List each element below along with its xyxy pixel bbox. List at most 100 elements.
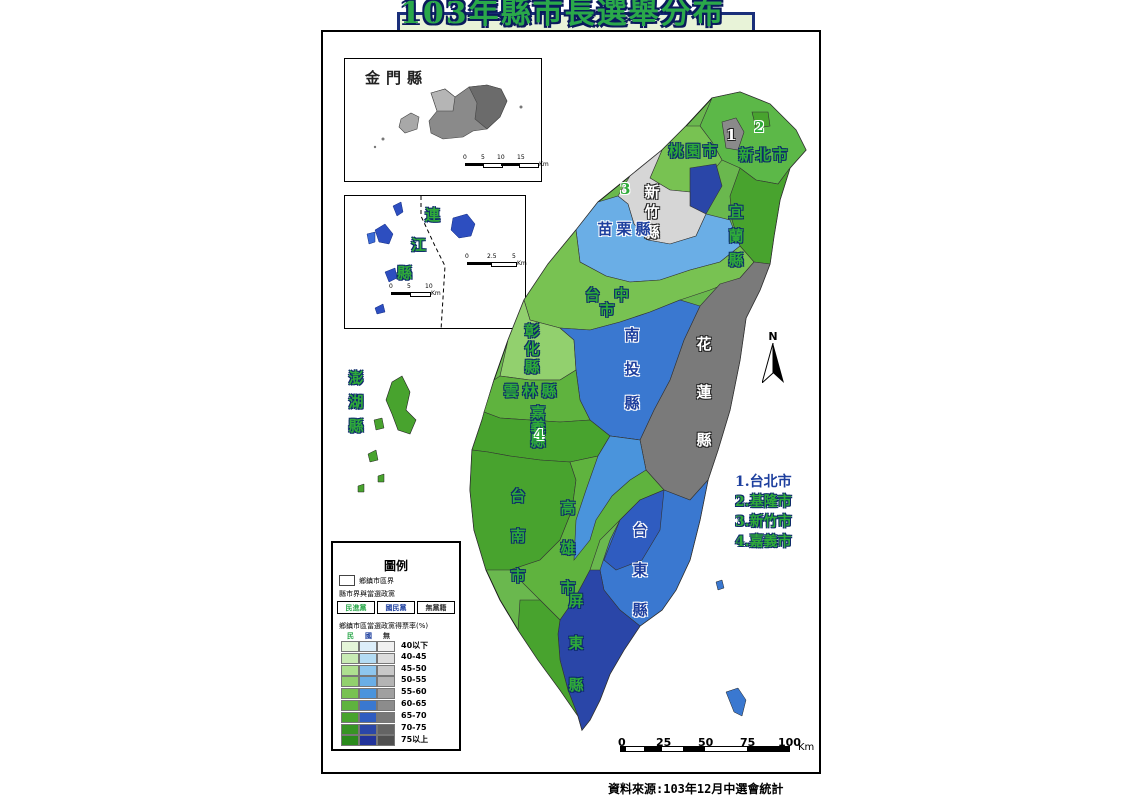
region-taitung-north (603, 489, 665, 571)
legend-swatch-gray-7 (377, 723, 395, 735)
label-hualien: 花蓮縣 (696, 335, 712, 449)
party-label: 縣市界與當選政黨 (339, 590, 395, 598)
region-taipei (721, 117, 745, 151)
label-taipei-number: 1 (726, 126, 737, 144)
label-new-taipei: 新北市 (734, 148, 794, 178)
lienchiang-scale-bottom-unit: Km (431, 290, 441, 297)
scale-0: 0 (618, 736, 626, 749)
kinmen-label: 金門縣 (365, 69, 429, 87)
label-pingtung: 屏東縣 (568, 592, 584, 694)
label-new-taipei-text: 新北市 (738, 146, 790, 164)
green-island (715, 579, 725, 591)
label-chiayi: 嘉義縣 (530, 404, 546, 450)
numbered-city-list: 1.台北市 2.基隆市 3.新竹市 4.嘉義市 (735, 472, 792, 552)
main-scalebar: 0 25 50 75 100 Km (618, 736, 820, 758)
legend-swatch-blue-2 (359, 664, 377, 676)
legend-swatch-gray-4 (377, 688, 395, 700)
legend-swatch-blue-5 (359, 700, 377, 711)
lienchiang-scale-bottom-10: 10 (425, 283, 433, 290)
kinmen-scale-unit: Km (539, 161, 549, 168)
legend-range-2: 45-50 (401, 663, 427, 673)
data-source: 資料來源:103年12月中選會統計 (608, 782, 784, 796)
label-chiayi-city-number: 4 (534, 426, 545, 444)
kinmen-scale-0: 0 (463, 154, 467, 161)
legend-swatch-blue-8 (359, 735, 377, 747)
lienchiang-label-2: 江 (411, 236, 427, 254)
scale-25: 25 (656, 736, 672, 749)
legend-swatch-gray-8 (377, 735, 395, 747)
lienchiang-scale-bottom-0: 0 (389, 283, 393, 290)
scale-75: 75 (740, 736, 756, 749)
orchid-island (725, 687, 747, 717)
legend-swatch-gray-0 (377, 641, 395, 652)
lienchiang-label-1: 連 (425, 206, 441, 224)
boundary-swatch (339, 575, 355, 586)
north-arrow-icon (761, 342, 784, 385)
legend-range-7: 70-75 (401, 722, 427, 732)
legend-range-5: 60-65 (401, 699, 427, 708)
rate-label: 鄉鎮市區當選政黨得票率(%) (339, 622, 429, 630)
legend-swatch-blue-0 (359, 641, 377, 652)
party-dpp: 民進黨 (337, 601, 375, 614)
region-pingtung-west (517, 599, 579, 717)
lienchiang-scale-top-5: 5 (512, 253, 516, 260)
main-scalebar-graphic (620, 746, 790, 752)
lienchiang-inset: 連 江 縣 0 2.5 5 Km 0 5 10 Km (344, 195, 527, 330)
legend-range-3: 50-55 (401, 675, 427, 685)
scale-50: 50 (698, 736, 714, 749)
region-keelung (751, 111, 771, 129)
legend-swatch-green-8 (341, 735, 359, 747)
legend-swatch-green-5 (341, 700, 359, 711)
scale-100: 100 (778, 736, 801, 749)
legend-range-1: 40-45 (401, 651, 427, 661)
region-kaohsiung-east (573, 435, 647, 561)
legend-swatch-gray-1 (377, 652, 395, 664)
label-hsinchu: 新竹縣 (644, 183, 660, 241)
label-keelung-number: 2 (754, 118, 765, 136)
legend-swatch-green-0 (341, 641, 359, 652)
legend-range-6: 65-70 (401, 710, 427, 720)
city-item-keelung: 2.基隆市 (735, 494, 792, 510)
legend-title: 圖例 (383, 559, 408, 573)
legend-swatch-gray-3 (377, 676, 395, 688)
legend-swatch-gray-6 (377, 711, 395, 723)
region-yilan (729, 167, 791, 265)
kinmen-scale-5: 5 (481, 154, 485, 161)
lienchiang-scale-top-0: 0 (465, 253, 469, 260)
label-changhua: 彰化縣 (524, 322, 540, 376)
scale-unit: Km (798, 742, 815, 753)
label-taoyuan: 桃園市 (668, 142, 720, 160)
kinmen-inset: 金門縣 0 5 10 15 Km (344, 58, 549, 182)
label-nantou: 南投縣 (624, 326, 640, 412)
party-independent: 無黨籍 (417, 601, 455, 614)
legend-swatch-green-2 (341, 664, 359, 676)
legend-swatch-blue-7 (359, 723, 377, 735)
legend-range-8: 75以上 (401, 735, 429, 745)
north-arrow: N (761, 330, 784, 386)
legend-range-4: 55-60 (401, 687, 427, 697)
legend-swatch-gray-5 (377, 700, 395, 711)
lienchiang-scale-bottom-5: 5 (407, 283, 411, 290)
label-taichung: 台中市 (584, 286, 643, 319)
kinmen-scale-10: 10 (497, 154, 505, 161)
legend-swatch-blue-6 (359, 711, 377, 723)
label-yilan: 宜蘭縣 (728, 203, 744, 269)
lienchiang-scale-top-2-5: 2.5 (487, 253, 497, 260)
lienchiang-label-3: 縣 (397, 264, 413, 282)
label-penghu: 澎湖縣 (348, 369, 364, 435)
legend-swatch-green-7 (341, 723, 359, 735)
city-item-taipei: 1.台北市 (735, 474, 792, 490)
region-penghu (385, 375, 417, 435)
column-kmt: 國 (365, 632, 372, 640)
lienchiang-scale-top-unit: Km (517, 260, 527, 267)
boundary-label: 鄉鎮市區界 (359, 577, 394, 585)
kinmen-island-shape (373, 84, 523, 149)
kinmen-scale-15: 15 (517, 154, 525, 161)
legend-swatch-green-1 (341, 652, 359, 664)
legend-swatch-blue-3 (359, 676, 377, 688)
column-independent: 無 (383, 632, 390, 640)
label-yunlin: 雲林縣 (503, 382, 561, 400)
legend-swatch-green-4 (341, 688, 359, 700)
legend: 圖例 鄉鎮市區界 縣市界與當選政黨 民進黨 國民黨 無黨籍 鄉鎮市區當選政黨得票… (331, 541, 461, 751)
